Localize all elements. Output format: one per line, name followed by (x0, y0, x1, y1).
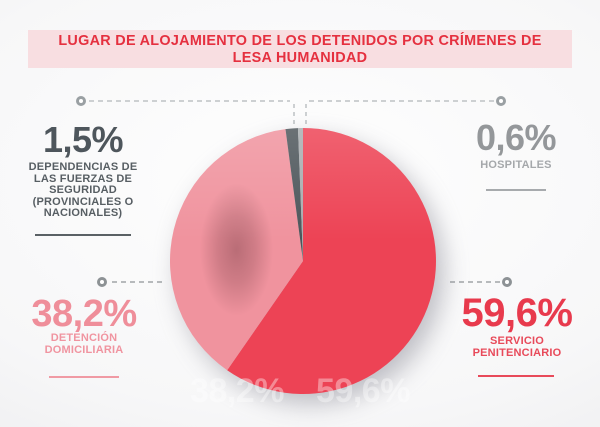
pie-inner-label-detencion: 38,2% (190, 372, 284, 410)
callout-line: (PROVINCIALES O (32, 195, 134, 208)
connector-dash-bottom-left (112, 281, 164, 283)
pie-inner-label-penitenciario: 59,6% (316, 372, 410, 410)
connector-dash-top-left (89, 100, 290, 102)
callout-label-detencion-domiciliaria: DETENCIÓN DOMICILIARIA (19, 332, 149, 356)
connector-ring-top-left (76, 96, 86, 106)
callout-line: LAS FUERZAS DE (33, 172, 133, 185)
callout-label-servicio-penitenciario: SERVICIO PENITENCIARIO (452, 335, 582, 359)
connector-ring-bottom-right (502, 277, 512, 287)
callout-underline (478, 375, 554, 377)
callout-value-servicio-penitenciario: 59,6% (461, 291, 573, 335)
callout-line: SERVICIO (490, 335, 544, 347)
title-banner: LUGAR DE ALOJAMIENTO DE LOS DETENIDOS PO… (28, 30, 572, 68)
connector-elbow-left (293, 104, 295, 126)
pie-chart: 38,2% 59,6% (170, 128, 436, 410)
callout-line: PENITENCIARIO (472, 346, 562, 359)
callout-underline (49, 376, 119, 378)
pie-highlight (170, 128, 436, 394)
page-title: LUGAR DE ALOJAMIENTO DE LOS DETENIDOS PO… (58, 32, 542, 66)
callout-label-fuerzas-seguridad: DEPENDENCIAS DE LAS FUERZAS DE SEGURIDAD… (13, 161, 153, 220)
callout-line: NACIONALES) (43, 207, 123, 219)
connector-ring-top-right (496, 96, 506, 106)
callout-label-hospitales: HOSPITALES (480, 159, 552, 171)
callout-value-hospitales: 0,6% (475, 117, 557, 158)
connector-dash-top-right (309, 100, 494, 102)
callout-underline (35, 234, 131, 236)
callout-underline (486, 189, 546, 191)
callout-line: DEPENDENCIAS DE (28, 161, 138, 173)
callout-value-detencion-domiciliaria: 38,2% (31, 293, 137, 335)
callout-value-fuerzas-seguridad: 1,5% (42, 119, 124, 160)
callout-line: DOMICILIARIA (44, 343, 124, 356)
connector-elbow-right (305, 104, 307, 126)
callout-line: SEGURIDAD (49, 184, 117, 196)
connector-dash-bottom-right (450, 281, 500, 283)
callout-line: DETENCIÓN (50, 332, 118, 344)
connector-ring-bottom-left (97, 277, 107, 287)
pie-chart-svg (170, 128, 436, 394)
